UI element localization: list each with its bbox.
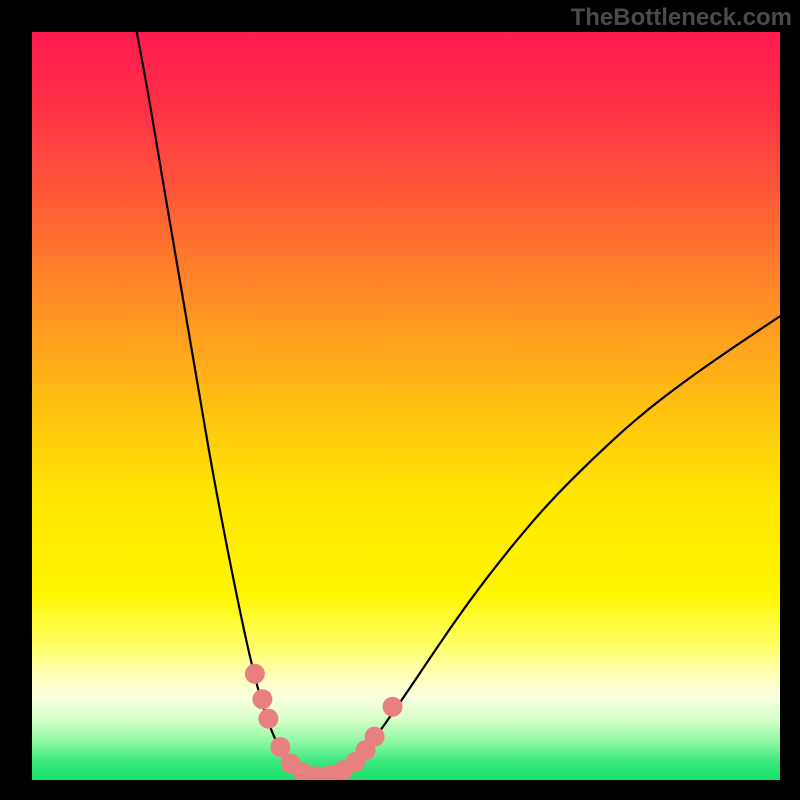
marker-dot xyxy=(258,709,278,729)
marker-dot xyxy=(252,689,272,709)
plot-svg xyxy=(32,32,780,780)
gradient-background xyxy=(32,32,780,780)
plot-area xyxy=(32,32,780,780)
marker-dot xyxy=(365,727,385,747)
marker-dot xyxy=(245,664,265,684)
watermark-text: TheBottleneck.com xyxy=(571,4,792,32)
chart-frame: TheBottleneck.com xyxy=(0,0,800,800)
marker-dot xyxy=(383,697,403,717)
marker-dot xyxy=(270,737,290,757)
